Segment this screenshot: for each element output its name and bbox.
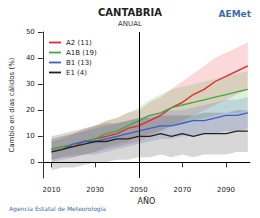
svg-text:0: 0 — [30, 158, 34, 166]
svg-text:Agencia Estatal de Meteorologí: Agencia Estatal de Meteorología — [9, 205, 106, 213]
svg-text:30: 30 — [26, 80, 35, 88]
svg-text:2010: 2010 — [43, 186, 61, 194]
svg-text:20: 20 — [26, 106, 35, 114]
svg-text:B1 (13): B1 (13) — [66, 59, 92, 67]
svg-text:2090: 2090 — [217, 186, 235, 194]
svg-text:50: 50 — [26, 28, 35, 36]
svg-text:A1B (19): A1B (19) — [66, 49, 97, 57]
svg-text:2030: 2030 — [86, 186, 104, 194]
svg-text:A2 (11): A2 (11) — [66, 39, 92, 47]
svg-text:40: 40 — [26, 54, 35, 62]
svg-text:2050: 2050 — [130, 186, 148, 194]
svg-text:10: 10 — [26, 132, 35, 140]
svg-text:2070: 2070 — [173, 186, 191, 194]
svg-text:AÑO: AÑO — [138, 196, 156, 206]
svg-text:AEMet: AEMet — [219, 9, 252, 19]
svg-text:Cambio en días cálidos (%): Cambio en días cálidos (%) — [8, 57, 16, 152]
svg-text:CANTABRIA: CANTABRIA — [98, 7, 162, 18]
svg-text:ANUAL: ANUAL — [118, 20, 142, 28]
svg-text:E1 (4): E1 (4) — [66, 69, 87, 77]
